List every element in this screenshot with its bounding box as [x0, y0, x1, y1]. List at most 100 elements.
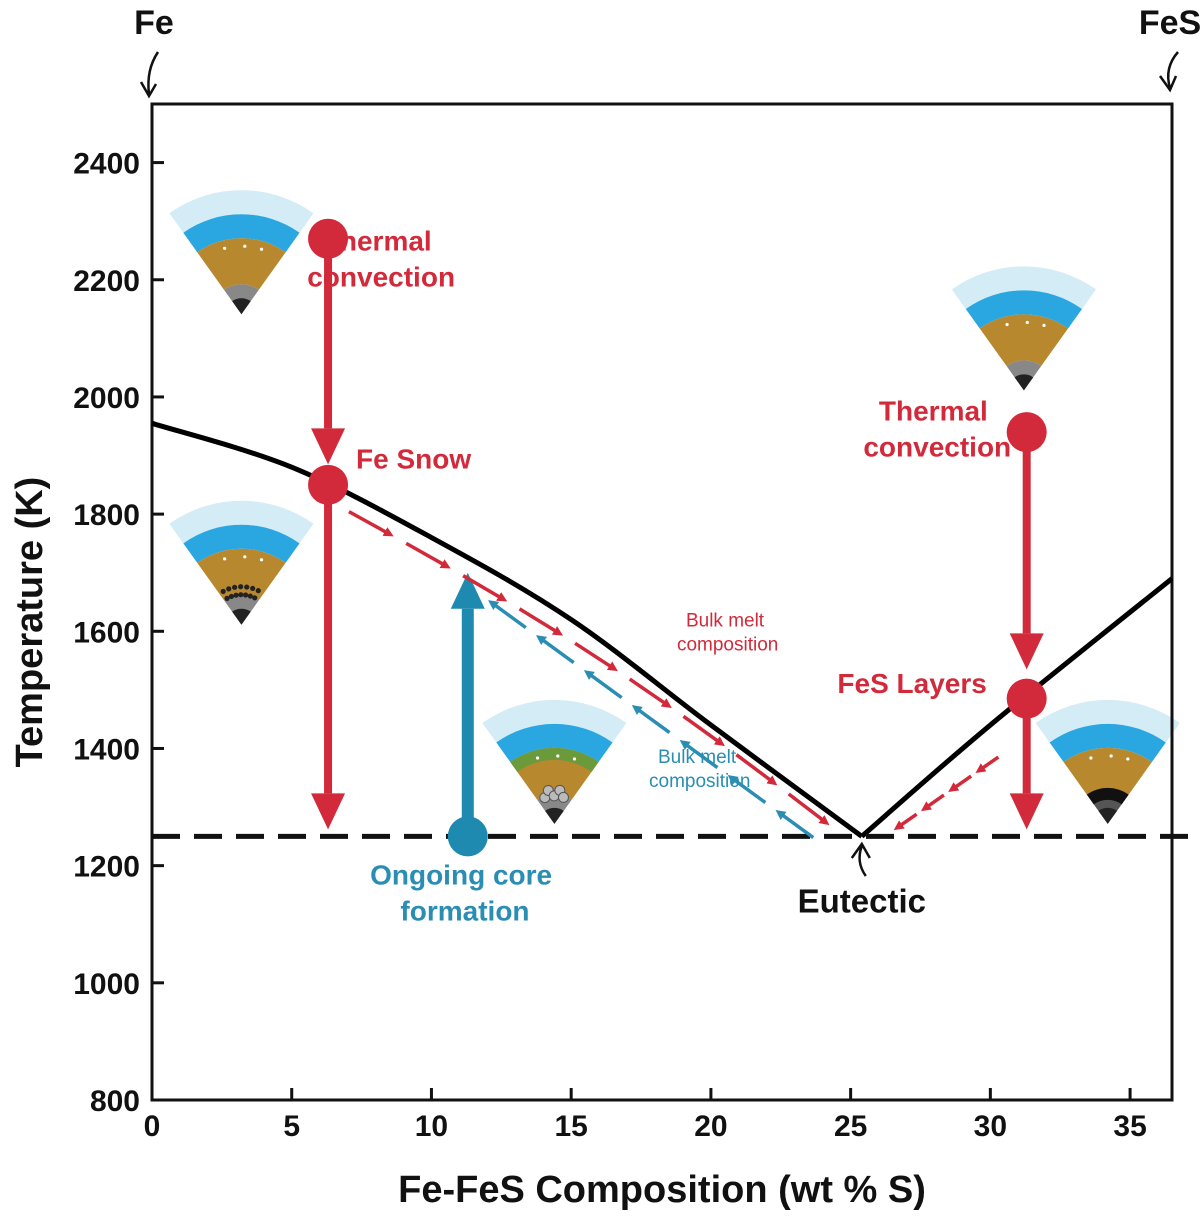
icon-layer: [1035, 699, 1180, 743]
x-tick-label: 5: [283, 1110, 300, 1143]
mantle-speck: [535, 756, 540, 760]
dashed-arrow-segment: [679, 740, 719, 769]
y-axis-title: Temperature (K): [9, 477, 51, 768]
dashed-arrow-segment: [893, 812, 918, 831]
icon-layer: [169, 190, 314, 233]
bulk-melt-red-line2: composition: [677, 635, 778, 656]
dashed-arrow-segment: [631, 705, 671, 735]
icon-layer: [510, 747, 599, 772]
dashed-arrow-segment: [727, 775, 767, 804]
dashed-arrow-segment: [535, 635, 575, 665]
dashed-arrow-segment: [628, 677, 672, 708]
fes-end-label: FeS: [1139, 4, 1200, 42]
y-tick-label: 1600: [73, 616, 140, 649]
bulk-melt-red-line1: Bulk melt: [686, 611, 765, 632]
eutectic-label: Eutectic: [798, 883, 926, 920]
mantle-speck: [1025, 320, 1029, 325]
x-tick-label: 25: [834, 1110, 867, 1143]
y-tick-label: 1000: [73, 968, 140, 1001]
mantle-speck: [243, 244, 247, 248]
snow-particle: [224, 595, 230, 601]
thermal-convection-right-label: Thermal convection: [863, 395, 1011, 462]
dashed-arrow-segment: [348, 510, 394, 537]
icon-layer: [979, 314, 1069, 366]
mantle-speck: [223, 246, 227, 250]
y-tick-label: 2200: [73, 265, 140, 298]
data-marker: [308, 464, 349, 505]
vertical-arrow-head: [1009, 793, 1044, 830]
mantle-speck: [259, 558, 264, 562]
dashed-arrow-segment: [975, 755, 1000, 774]
icon-layer: [169, 500, 314, 544]
mantle-speck: [1126, 757, 1130, 761]
x-tick-label: 10: [415, 1110, 448, 1143]
axis-ticks: 0 5 10 15 20 25 30 35 800 1000 1200 1400 1600 1800 200…: [73, 148, 1147, 1143]
arrows: [311, 238, 1044, 839]
thermal-convection-left-line2: convection: [307, 261, 455, 292]
fes-layers-label: FeS Layers: [837, 668, 986, 699]
eutectic-pointer-arrow: [850, 841, 871, 877]
mantle-speck: [1005, 322, 1009, 327]
snow-particle: [220, 588, 226, 594]
thermal-convection-left-line1: Thermal: [323, 225, 432, 256]
snow-particle: [226, 586, 232, 592]
fes-pointer-arrow: [1158, 51, 1179, 93]
icon-layer: [183, 214, 300, 253]
sinking-blob: [557, 791, 569, 803]
dashed-arrow-segment: [735, 753, 778, 786]
x-tick-label: 20: [694, 1110, 727, 1143]
y-tick-label: 1200: [73, 851, 140, 884]
vertical-arrow-head: [311, 428, 346, 465]
data-marker: [1006, 412, 1047, 453]
icon-layer: [1098, 807, 1118, 824]
thermal-convection-right-line2: convection: [863, 431, 1011, 462]
liquidus-fe-side-line: [151, 420, 864, 839]
dashed-arrow-segment: [574, 641, 618, 672]
vertical-arrow-head: [450, 572, 485, 609]
ongoing-core-formation-label: Ongoing core formation: [370, 859, 560, 926]
y-tick-label: 2000: [73, 382, 140, 415]
icon-layer: [1049, 723, 1166, 763]
data-marker: [308, 218, 349, 259]
dashed-arrow-segment: [787, 792, 830, 826]
y-tick-label: 800: [90, 1085, 140, 1118]
core-icons: [169, 190, 1180, 824]
snow-particle: [238, 592, 244, 598]
dashed-arrow-segment: [583, 670, 623, 700]
thermal-convection-left-label: Thermal convection: [307, 225, 455, 292]
snow-particle: [252, 595, 258, 601]
x-axis-title: Fe-FeS Composition (wt % S): [398, 1169, 926, 1211]
core-icon: [169, 500, 314, 625]
icon-layer: [482, 699, 627, 743]
icon-layer: [496, 723, 613, 763]
fe-snow-label: Fe Snow: [356, 443, 471, 474]
snow-particle: [247, 593, 253, 599]
snow-particle: [243, 592, 249, 598]
core-icon: [1035, 699, 1180, 824]
icon-layer: [197, 548, 286, 601]
icon-layer: [183, 524, 300, 563]
thermal-convection-right-line1: Thermal: [879, 395, 988, 426]
snow-particle: [255, 588, 261, 594]
plot-frame: [150, 102, 1174, 1102]
ongoing-core-line2: formation: [400, 895, 529, 926]
mantle-speck: [223, 557, 227, 561]
core-icon: [482, 699, 627, 824]
y-tick-label: 2400: [73, 148, 140, 181]
dashed-arrow-segment: [405, 541, 451, 569]
dashed-arrow-segment: [462, 574, 508, 602]
snow-particle: [232, 584, 238, 590]
x-tick-label: 30: [974, 1110, 1007, 1143]
icon-layer: [545, 807, 564, 824]
mantle-speck: [1109, 754, 1113, 758]
snow-particle: [233, 592, 239, 598]
data-marker: [447, 816, 488, 857]
mantle-speck: [1089, 756, 1093, 760]
bulk-melt-blue-line1: Bulk melt: [658, 747, 737, 768]
snow-particle: [250, 585, 256, 592]
x-tick-label: 0: [144, 1110, 161, 1143]
icon-layer: [232, 608, 251, 625]
data-lines: [151, 420, 1198, 839]
mantle-speck: [1042, 323, 1046, 327]
data-marker: [1006, 678, 1047, 719]
